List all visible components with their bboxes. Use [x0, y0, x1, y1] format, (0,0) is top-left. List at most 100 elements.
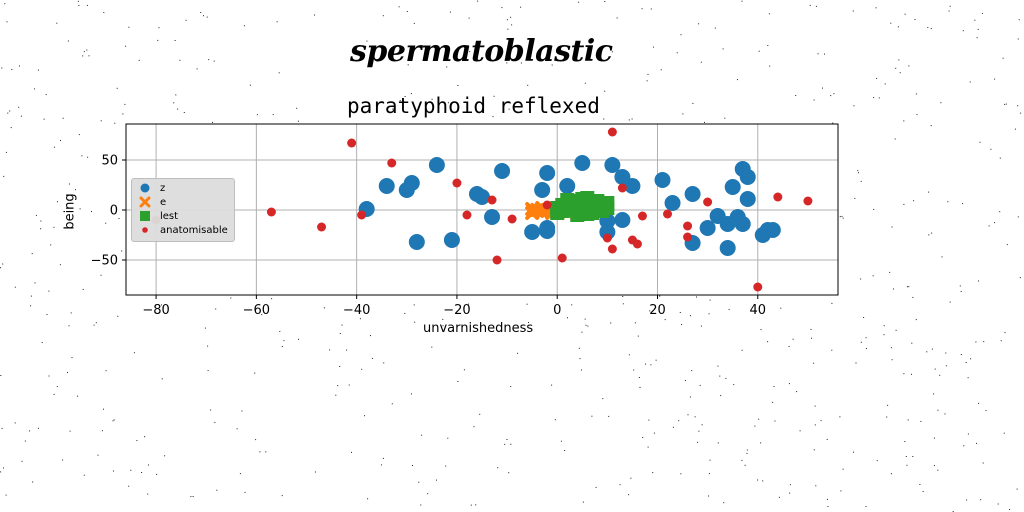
- speckle-dot: [813, 99, 815, 101]
- speckle-dot: [53, 226, 55, 228]
- x-tick-label: −60: [243, 303, 270, 318]
- speckle-dot: [348, 384, 350, 386]
- speckle-dot: [371, 357, 373, 359]
- speckle-dot: [208, 59, 210, 61]
- speckle-dot: [858, 172, 859, 174]
- speckle-dot: [647, 73, 649, 75]
- speckle-dot: [56, 22, 58, 24]
- speckle-dot: [780, 307, 782, 309]
- speckle-dot: [1005, 103, 1007, 105]
- speckle-dot: [741, 459, 743, 461]
- speckle-dot: [105, 222, 107, 224]
- speckle-dot: [236, 428, 238, 430]
- speckle-dot: [571, 304, 573, 306]
- speckle-dot: [239, 473, 241, 475]
- speckle-dot: [323, 307, 325, 309]
- speckle-dot: [826, 438, 828, 440]
- speckle-dot: [551, 64, 553, 66]
- speckle-dot: [891, 226, 893, 228]
- speckle-dot: [213, 60, 215, 62]
- chart-supertitle: spermatoblastic: [350, 34, 613, 69]
- speckle-dot: [931, 232, 933, 234]
- speckle-dot: [723, 502, 725, 504]
- speckle-dot: [404, 312, 406, 314]
- speckle-dot: [832, 122, 834, 124]
- speckle-dot: [893, 288, 894, 290]
- speckle-dot: [799, 430, 801, 432]
- speckle-dot: [70, 312, 72, 314]
- speckle-dot: [349, 105, 351, 107]
- speckle-dot: [48, 375, 50, 377]
- speckle-dot: [652, 472, 654, 474]
- speckle-dot: [128, 26, 130, 28]
- speckle-dot: [817, 53, 819, 55]
- speckle-dot: [939, 374, 941, 376]
- speckle-dot: [581, 331, 583, 333]
- speckle-dot: [679, 312, 681, 313]
- speckle-dot: [141, 472, 143, 473]
- speckle-dot: [410, 93, 412, 95]
- speckle-dot: [157, 39, 159, 41]
- speckle-dot: [508, 108, 510, 110]
- speckle-dot: [200, 12, 202, 13]
- speckle-dot: [468, 303, 470, 305]
- speckle-dot: [446, 66, 448, 68]
- speckle-dot: [3, 467, 4, 469]
- speckle-dot: [97, 454, 99, 456]
- speckle-dot: [174, 40, 176, 41]
- speckle-dot: [700, 325, 702, 327]
- speckle-dot: [873, 97, 875, 99]
- speckle-dot: [1003, 432, 1005, 434]
- speckle-dot: [413, 22, 415, 24]
- speckle-dot: [857, 170, 859, 172]
- speckle-dot: [501, 7, 503, 9]
- speckle-dot: [830, 95, 832, 97]
- speckle-dot: [889, 271, 891, 273]
- speckle-dot: [608, 415, 610, 417]
- data-point-anatomisable: [683, 221, 693, 231]
- speckle-dot: [423, 46, 425, 48]
- speckle-dot: [725, 377, 727, 379]
- speckle-dot: [999, 157, 1001, 159]
- speckle-dot: [255, 439, 257, 441]
- speckle-dot: [655, 359, 657, 361]
- speckle-dot: [493, 95, 495, 97]
- speckle-dot: [963, 445, 965, 447]
- y-tick-label: 0: [110, 204, 118, 219]
- speckle-dot: [701, 424, 703, 426]
- speckle-dot: [920, 420, 922, 422]
- speckle-dot: [581, 369, 582, 371]
- speckle-dot: [842, 217, 844, 219]
- speckle-dot: [733, 384, 735, 386]
- series-anatomisable: [151, 127, 813, 292]
- speckle-dot: [53, 393, 55, 395]
- speckle-dot: [997, 503, 999, 505]
- speckle-dot: [14, 286, 16, 288]
- speckle-dot: [760, 442, 762, 444]
- data-point-z: [539, 165, 556, 181]
- speckle-dot: [908, 65, 910, 67]
- speckle-dot: [314, 14, 315, 16]
- speckle-dot: [351, 451, 352, 453]
- speckle-dot: [83, 51, 85, 53]
- legend-label: z: [160, 182, 166, 194]
- speckle-dot: [904, 441, 906, 442]
- speckle-dot: [622, 296, 624, 297]
- speckle-dot: [687, 414, 689, 416]
- speckle-dot: [579, 358, 581, 360]
- speckle-dot: [822, 87, 823, 89]
- speckle-dot: [148, 464, 149, 466]
- speckle-dot: [709, 459, 711, 461]
- speckle-dot: [87, 156, 89, 158]
- speckle-dot: [697, 441, 699, 443]
- speckle-dot: [281, 346, 283, 347]
- speckle-dot: [398, 6, 400, 8]
- speckle-dot: [100, 274, 102, 276]
- speckle-dot: [890, 473, 892, 475]
- speckle-dot: [1, 67, 3, 69]
- speckle-dot: [720, 395, 722, 397]
- speckle-dot: [698, 430, 700, 432]
- speckle-dot: [903, 120, 905, 122]
- speckle-dot: [883, 334, 885, 336]
- speckle-dot: [814, 405, 816, 407]
